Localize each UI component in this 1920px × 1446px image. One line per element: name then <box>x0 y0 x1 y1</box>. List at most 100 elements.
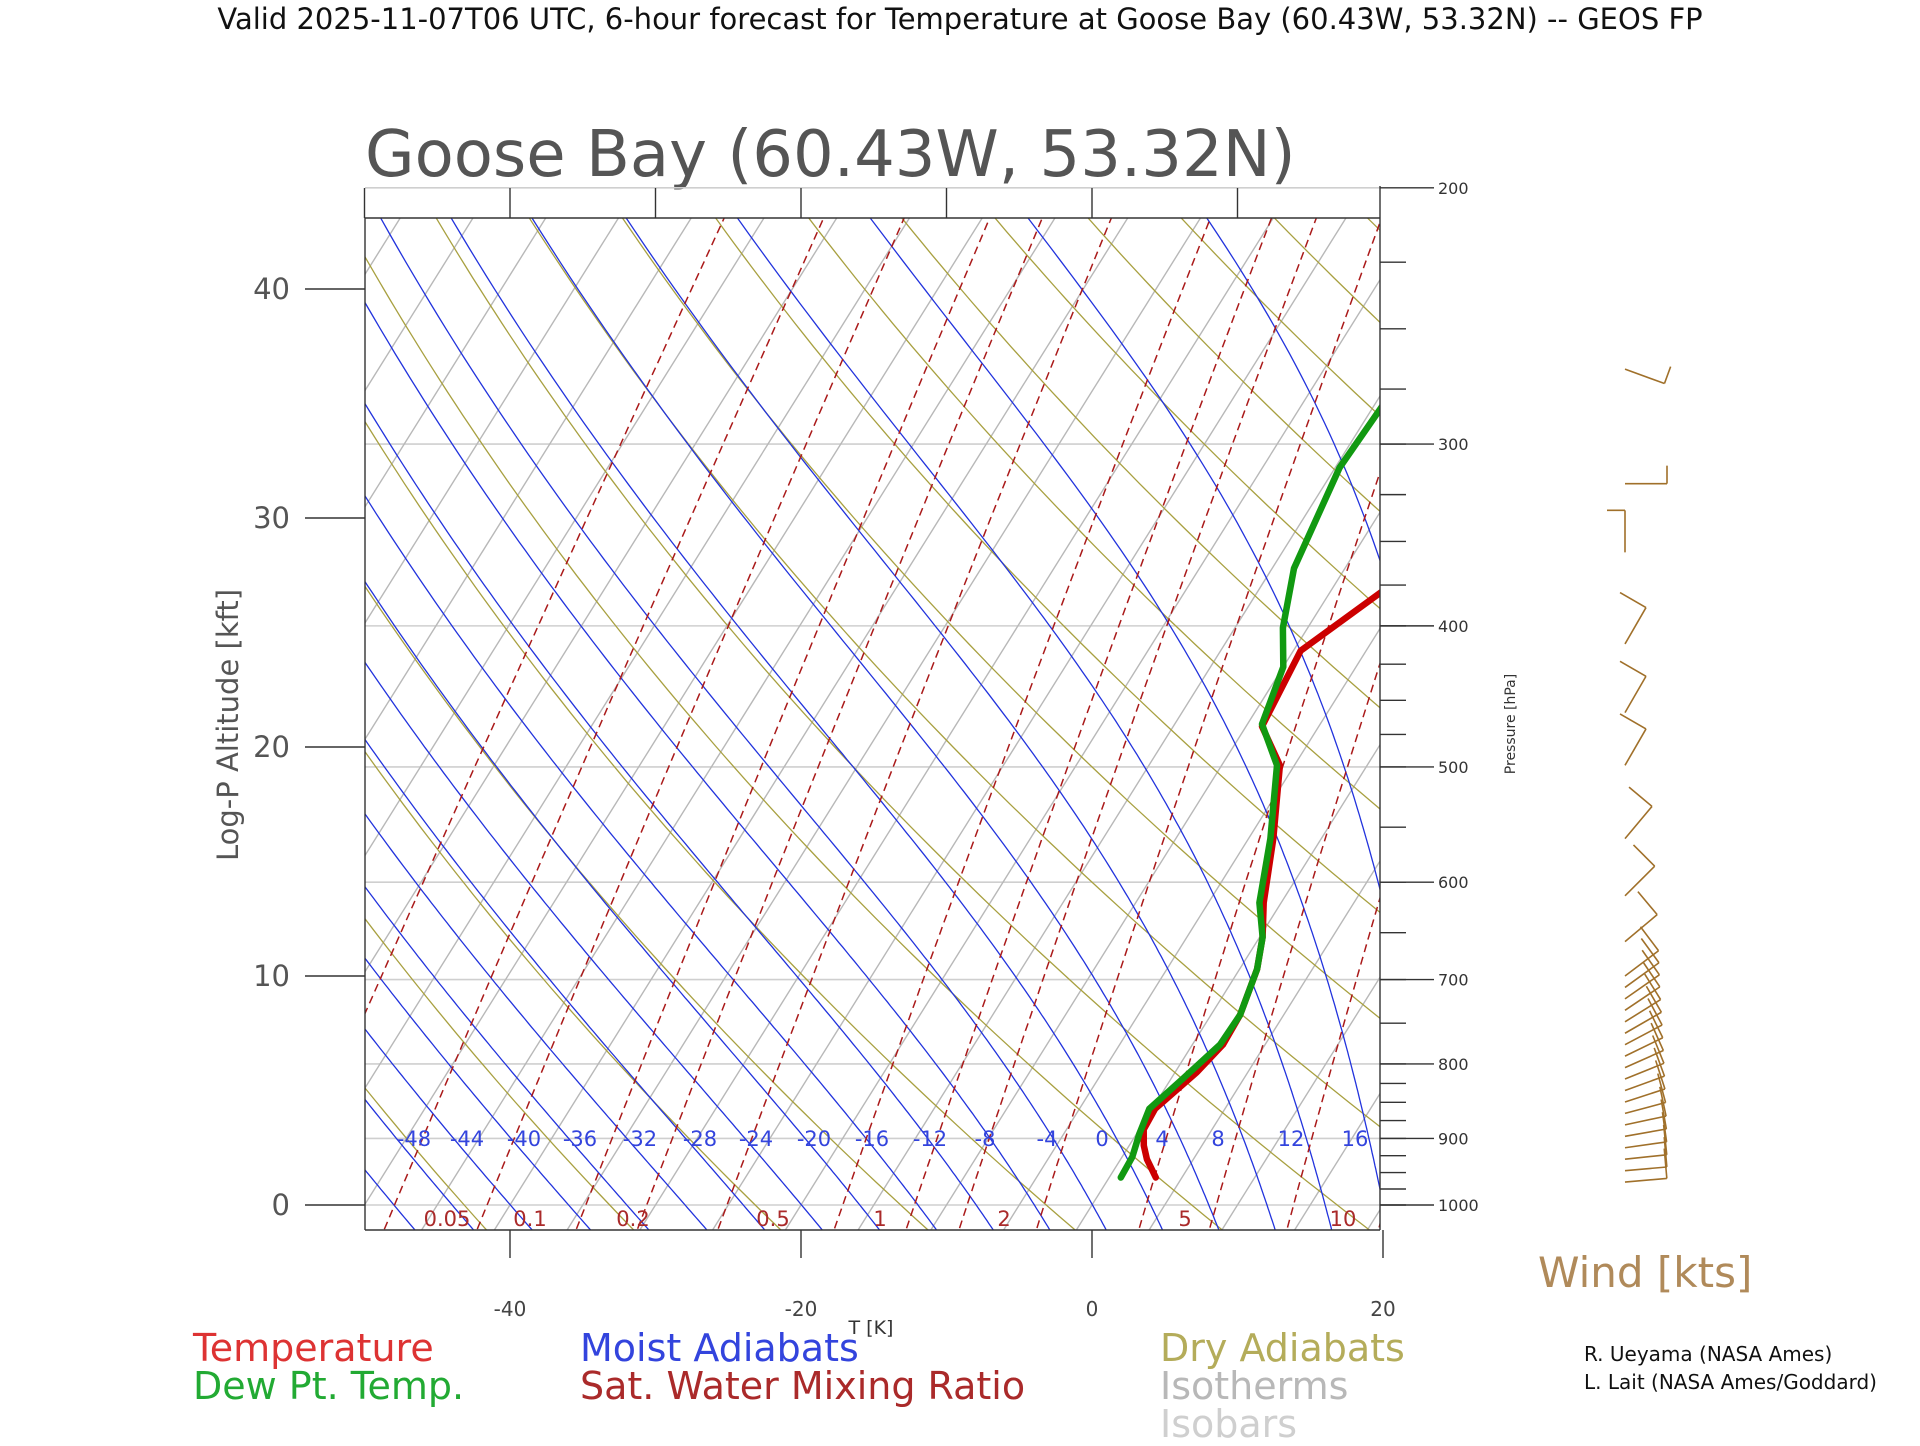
wind-barb-flag <box>1642 950 1659 975</box>
legend-dewpoint: Dew Pt. Temp. <box>193 1364 464 1408</box>
moist-adiabat-label: 16 <box>1342 1127 1369 1151</box>
moist-adiabat-line <box>119 6 962 1265</box>
moist-adiabat-label: -40 <box>507 1127 541 1151</box>
dry-adiabat-line <box>0 152 357 1251</box>
y-tick-label: 40 <box>253 272 290 306</box>
wind-barb <box>1625 1178 1667 1182</box>
wind-barb-flag <box>1633 845 1654 866</box>
moist-adiabat-label: -12 <box>913 1127 947 1151</box>
credit-line-1: R. Ueyama (NASA Ames) <box>1584 1342 1832 1366</box>
temperature-profile-line <box>1144 234 1920 1178</box>
wind-barb-flag <box>1664 367 1670 384</box>
isotherm-line <box>554 152 1242 1251</box>
moist-adiabat-line <box>498 6 1287 1265</box>
moist-adiabat-label: -8 <box>975 1127 996 1151</box>
wind-barb-flag <box>1638 892 1657 915</box>
x-tick-label: -20 <box>785 1297 818 1321</box>
isotherm-line <box>627 152 1315 1251</box>
isotherm-line <box>772 152 1460 1251</box>
moist-adiabat-line <box>0 6 563 1265</box>
mixing-ratio-line <box>1536 6 1867 1265</box>
moist-adiabat-line <box>0 6 795 1265</box>
moist-adiabat-label: -4 <box>1037 1127 1058 1151</box>
wind-barb-flag <box>1641 938 1659 962</box>
mixing-ratio-label: 1 <box>873 1207 886 1231</box>
x-tick-label: 0 <box>1086 1297 1099 1321</box>
isotherm-line <box>190 152 878 1251</box>
wind-barb <box>1625 963 1659 988</box>
dry-adiabat-line <box>850 152 1920 1251</box>
moist-adiabat-label: -36 <box>563 1127 597 1151</box>
isotherm-line <box>1063 152 1751 1251</box>
dry-adiabat-line <box>1031 152 1920 1251</box>
wind-barb <box>1625 1167 1667 1171</box>
wind-barb <box>1625 915 1657 942</box>
wind-barb-flag <box>1620 593 1646 608</box>
isotherm-line <box>1500 152 1920 1251</box>
dry-adiabat-line <box>1844 152 1920 1251</box>
moist-adiabat-label: -16 <box>855 1127 889 1151</box>
dry-adiabat-line <box>0 152 506 1251</box>
pressure-tick-label: 900 <box>1438 1129 1469 1148</box>
moist-adiabat-label: -48 <box>397 1127 431 1151</box>
dry-adiabat-line <box>127 152 951 1251</box>
pressure-tick-label: 300 <box>1438 435 1469 454</box>
mixing-ratio-line <box>1277 6 1662 1265</box>
pressure-axis-label: Pressure [hPa] <box>1503 674 1519 774</box>
pressure-tick-label: 800 <box>1438 1055 1469 1074</box>
mixing-ratio-label: 10 <box>1330 1207 1357 1231</box>
moist-adiabat-line <box>0 6 738 1265</box>
wind-barb <box>1625 1089 1665 1102</box>
wind-barb <box>1625 951 1659 976</box>
mixing-ratio-label: 0.2 <box>616 1207 649 1231</box>
moist-adiabat-line <box>412 6 1232 1265</box>
wind-barb-flag <box>1620 714 1646 729</box>
dry-adiabat-line <box>0 152 654 1251</box>
y-axis-label: Log-P Altitude [kft] <box>211 589 245 861</box>
legend-isobars: Isobars <box>1160 1402 1297 1446</box>
mixing-ratio-line <box>562 6 1080 1265</box>
y-tick-label: 30 <box>253 501 290 535</box>
wind-barb <box>1625 369 1664 383</box>
isotherm-line <box>0 152 78 1251</box>
mixing-ratio-label: 0.1 <box>513 1207 546 1231</box>
dry-adiabat-line <box>1573 152 1920 1251</box>
isotherm-line <box>481 152 1169 1251</box>
pressure-tick-label: 1000 <box>1438 1196 1479 1215</box>
wind-barb <box>1625 1142 1667 1148</box>
credit-line-2: L. Lait (NASA Ames/Goddard) <box>1584 1370 1877 1394</box>
wind-barb <box>1625 975 1659 999</box>
dry-adiabat-line <box>759 152 1920 1251</box>
isotherm-line <box>0 152 587 1251</box>
isotherm-line <box>991 152 1679 1251</box>
mixing-ratio-line <box>822 6 1295 1265</box>
mixing-ratio-line <box>1437 6 1789 1265</box>
moist-adiabat-line <box>0 6 504 1265</box>
moist-adiabat-line <box>0 6 680 1265</box>
isotherm-line <box>1427 152 1920 1251</box>
moist-adiabat-label: -20 <box>797 1127 831 1151</box>
dewpoint-profile-line <box>1121 213 1592 1177</box>
isotherm-line <box>1282 152 1920 1251</box>
wind-barb <box>1625 987 1660 1010</box>
mixing-ratio-line <box>1199 6 1600 1265</box>
moist-adiabat-label: -24 <box>739 1127 773 1151</box>
mixing-ratio-line <box>463 6 998 1265</box>
x-tick-label: -40 <box>494 1297 527 1321</box>
moist-adiabat-label: 4 <box>1155 1127 1168 1151</box>
moist-adiabat-label: -44 <box>450 1127 484 1151</box>
isotherm-line <box>0 152 5 1251</box>
moist-adiabat-line <box>599 6 1340 1265</box>
isotherm-line <box>0 152 369 1251</box>
isotherm-line <box>0 152 296 1251</box>
wind-barb-flag <box>1620 661 1646 676</box>
moist-adiabat-label: -32 <box>623 1127 657 1151</box>
mixing-ratio-label: 0.5 <box>756 1207 789 1231</box>
dry-adiabat-line <box>36 152 802 1251</box>
mixing-ratio-label: 5 <box>1178 1207 1191 1231</box>
dry-adiabat-line <box>1302 152 1920 1251</box>
dry-adiabat-line <box>217 152 1099 1251</box>
mixing-ratio-line <box>1370 6 1736 1265</box>
y-tick-label: 10 <box>253 959 290 993</box>
